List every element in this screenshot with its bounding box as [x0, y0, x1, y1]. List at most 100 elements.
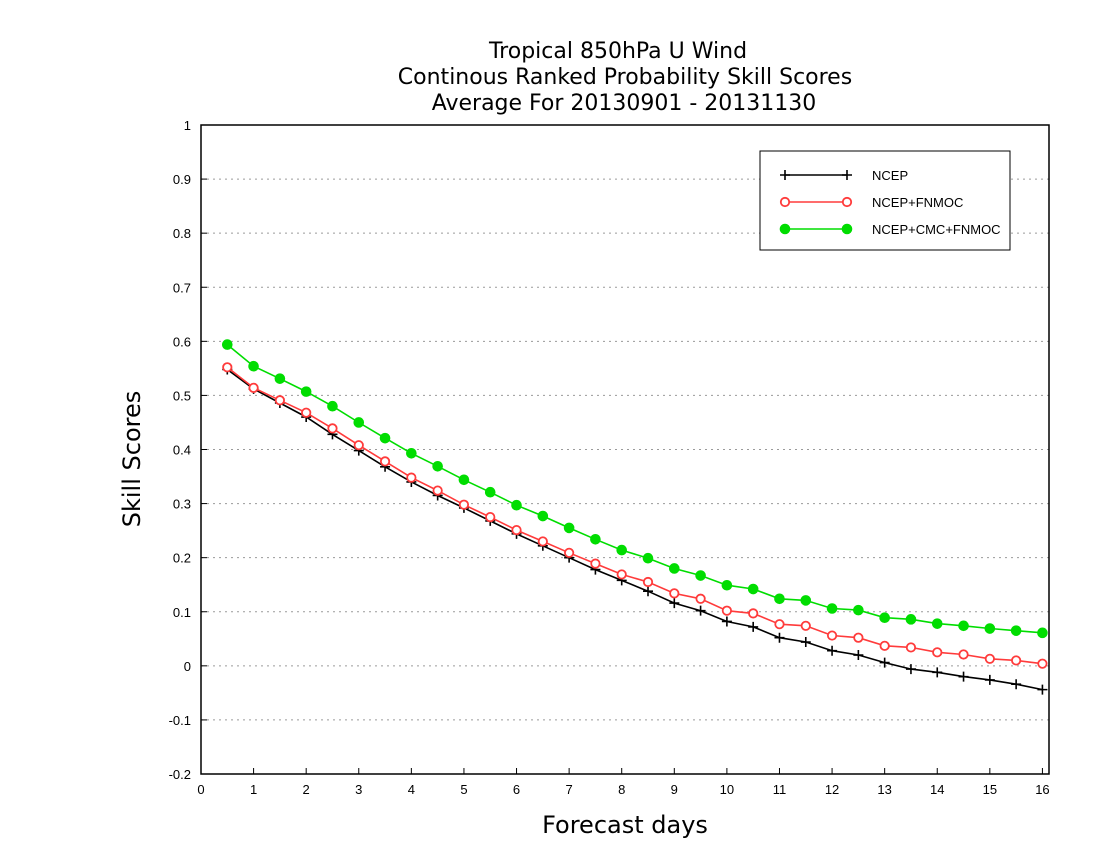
y-tick-label-12: 1: [184, 118, 191, 133]
y-tick-label-5: 0.3: [173, 497, 191, 512]
x-tick-label-4: 4: [408, 782, 415, 797]
legend-marker-right-1: [841, 196, 853, 208]
series-2-point-18: [695, 570, 706, 581]
series-0-point-25: [879, 657, 890, 668]
y-tick-label-2: 0: [184, 659, 191, 674]
y-tick-label-7: 0.5: [173, 388, 191, 403]
series-0-point-18: [695, 605, 706, 616]
series-1-point-26: [905, 642, 917, 653]
series-2-point-6: [379, 432, 391, 444]
legend-label-0: NCEP: [872, 168, 908, 183]
series-0-point-19: [721, 616, 732, 627]
y-tick-label-4: 0.2: [173, 551, 191, 566]
series-1-point-27: [932, 647, 943, 658]
x-tick-label-11: 11: [773, 782, 787, 797]
series-0-point-31: [1037, 684, 1048, 695]
series-2-point-23: [826, 603, 838, 614]
series-2-point-4: [327, 400, 338, 412]
x-tick-label-2: 2: [303, 782, 310, 797]
y-tick-label-6: 0.4: [173, 443, 191, 458]
series-1-point-13: [564, 547, 575, 558]
legend-marker-left-1: [779, 196, 791, 208]
series-1-point-18: [695, 593, 706, 604]
series-0-point-16: [643, 586, 654, 597]
legend-marker-right-0: [842, 170, 852, 180]
series-2-point-31: [1037, 627, 1048, 639]
series-2-point-0: [221, 339, 233, 350]
x-tick-label-1: 1: [250, 782, 257, 797]
series-1-point-10: [485, 512, 496, 523]
legend-marker-left-2: [779, 223, 791, 235]
series-2-point-11: [511, 499, 522, 511]
x-tick-label-3: 3: [355, 782, 362, 797]
series-1-point-29: [984, 653, 995, 664]
series-1-point-12: [537, 536, 548, 547]
series-1-point-17: [669, 588, 680, 599]
series-2-point-14: [590, 533, 601, 545]
series-1-point-30: [1011, 655, 1022, 666]
y-tick-label-9: 0.7: [173, 280, 191, 295]
chart-title: Tropical 850hPa U Wind Continous Ranked …: [398, 39, 852, 116]
y-axis-ticks: -0.2 -0.1 0 0.1 0.2 0.3 0.4 0.5 0.6 0.7 0.8 0.9 1: [169, 118, 207, 782]
x-axis-title: Forecast days: [542, 811, 708, 839]
series-line-2: [226, 343, 1043, 634]
series-1-point-20: [748, 608, 759, 619]
legend-entry-1: NCEP+FNMOC: [779, 195, 963, 210]
series-2-point-10: [484, 486, 496, 498]
series-2-point-3: [300, 386, 312, 397]
title-line-2: Continous Ranked Probability Skill Score…: [398, 65, 852, 90]
series-1-point-14: [590, 558, 601, 569]
x-tick-label-14: 14: [930, 782, 944, 797]
x-tick-label-7: 7: [566, 782, 573, 797]
x-tick-label-13: 13: [877, 782, 891, 797]
series-1-point-3: [301, 407, 312, 418]
series-1-point-31: [1037, 658, 1048, 669]
series-2-point-13: [563, 522, 575, 534]
y-tick-label-3: 0.1: [173, 605, 191, 620]
title-line-1: Tropical 850hPa U Wind: [488, 39, 747, 64]
series-2-point-22: [800, 595, 812, 606]
series-0-point-22: [800, 637, 811, 648]
x-tick-label-12: 12: [825, 782, 839, 797]
series-2-point-29: [984, 623, 996, 634]
series-0-point-17: [669, 598, 680, 609]
y-tick-label-1: -0.1: [169, 713, 191, 728]
x-tick-label-6: 6: [513, 782, 520, 797]
series-2-point-26: [905, 614, 917, 625]
series-2-point-28: [958, 620, 969, 632]
series-1-point-23: [826, 630, 838, 641]
series-2-point-16: [642, 552, 654, 564]
series-1-point-5: [353, 440, 364, 451]
series-0-point-27: [932, 667, 943, 678]
series-1-point-22: [800, 620, 811, 631]
legend-entry-0: NCEP: [780, 168, 908, 183]
series-1-point-19: [721, 605, 732, 616]
y-axis-title: Skill Scores: [118, 391, 146, 528]
series-1-point-16: [642, 576, 654, 588]
series-1-point-25: [879, 640, 890, 651]
series-1-point-9: [458, 499, 470, 510]
series-0-point-29: [984, 674, 995, 685]
series-0-point-26: [905, 664, 916, 675]
series-2-point-17: [669, 563, 680, 574]
series-1-point-4: [327, 423, 338, 434]
y-tick-label-10: 0.8: [173, 226, 191, 241]
x-tick-label-5: 5: [460, 782, 467, 797]
series-2-point-24: [853, 604, 864, 616]
gridlines: [201, 178, 1049, 721]
series-0-point-21: [774, 632, 785, 643]
x-tick-label-8: 8: [618, 782, 625, 797]
series-2-point-8: [432, 460, 443, 472]
x-axis-ticks: 0 1 2 3 4 5 6 7 8 9 10 11 12 13 14 15 16: [197, 768, 1050, 797]
legend: NCEP NCEP+FNMOC NCEP+CMC+FNMOC: [759, 150, 1011, 251]
series-0-point-24: [853, 650, 864, 661]
legend-marker-right-2: [841, 223, 853, 235]
legend-label-1: NCEP+FNMOC: [872, 195, 963, 210]
series-2-point-7: [406, 447, 417, 459]
series-2-point-25: [879, 612, 890, 623]
series-1-point-21: [774, 619, 785, 630]
series-lines: [221, 339, 1048, 695]
series-2-point-2: [274, 373, 286, 384]
series-1-point-11: [511, 524, 522, 536]
series-2-point-5: [353, 417, 365, 428]
